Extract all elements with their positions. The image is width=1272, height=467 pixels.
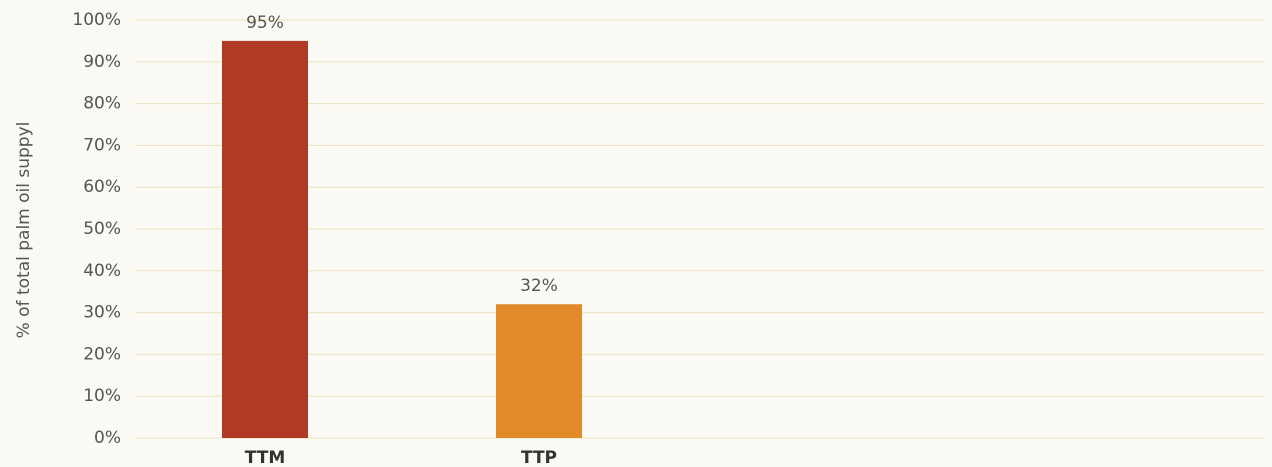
y-tick-label: 20% [83,344,121,364]
y-tick-label: 90% [83,52,121,72]
y-tick-label: 80% [83,94,121,114]
y-tick-label: 0% [94,428,121,448]
y-tick-label: 100% [72,10,121,30]
bar [496,304,582,438]
y-tick-label: 30% [83,303,121,323]
value-label: 32% [520,276,558,296]
y-tick-label: 60% [83,177,121,197]
bar [222,40,308,439]
y-tick-label: 40% [83,261,121,281]
x-tick-label: TTP [521,448,557,467]
value-label: 95% [246,13,284,33]
x-tick-label: TTM [245,448,286,467]
y-tick-label: 70% [83,135,121,155]
y-axis-label: % of total palm oil suppyl [14,122,34,339]
y-tick-label: 50% [83,219,121,239]
y-tick-label: 10% [83,386,121,406]
